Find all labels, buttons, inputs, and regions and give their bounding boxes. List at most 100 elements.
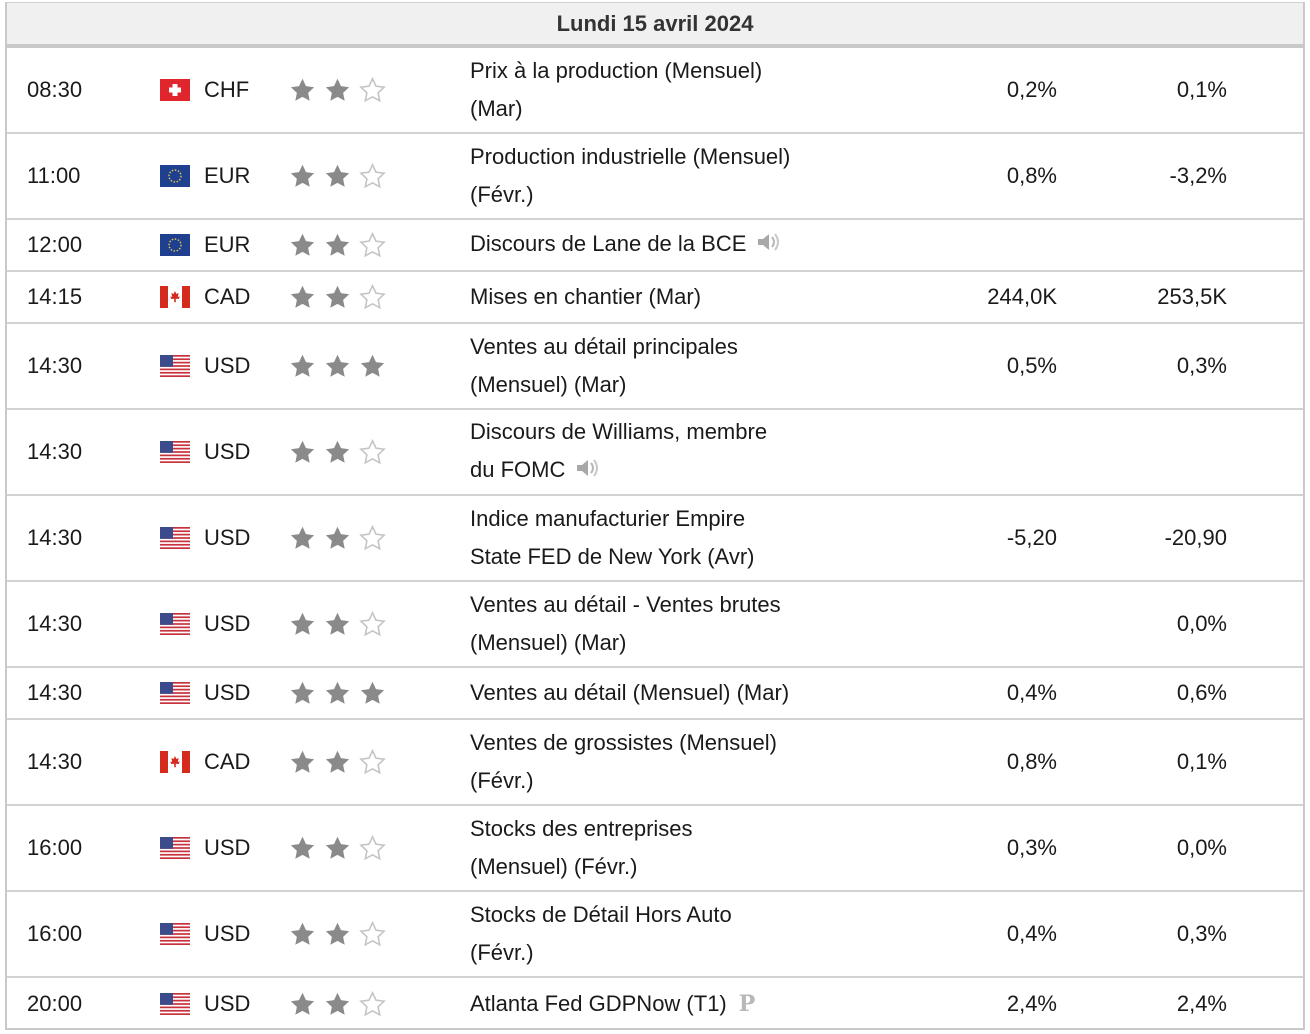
- star-filled-icon: [324, 353, 351, 379]
- previous-value: 0,3%: [1176, 353, 1227, 378]
- event-title[interactable]: Prix à la production (Mensuel) (Mar): [470, 48, 850, 132]
- event-title-line: (Mar): [470, 96, 523, 121]
- flag-us-icon: [160, 682, 190, 704]
- event-title-line: Ventes au détail - Ventes brutes: [470, 592, 781, 617]
- event-title-line: (Mensuel) (Févr.): [470, 854, 638, 879]
- event-title-line: Atlanta Fed GDPNow (T1): [470, 991, 727, 1016]
- star-empty-icon: [359, 284, 386, 310]
- event-title-line: Ventes au détail (Mensuel) (Mar): [470, 680, 790, 705]
- event-title-line: (Mensuel) (Mar): [470, 630, 627, 655]
- importance-stars: [289, 48, 394, 132]
- flag-us-icon: [160, 993, 190, 1015]
- event-title[interactable]: Ventes au détail (Mensuel) (Mar): [470, 668, 850, 718]
- event-row[interactable]: 16:00 USD Stocks de Détail Hors Auto (Févr.…: [7, 892, 1303, 978]
- event-title-line: Mises en chantier (Mar): [470, 284, 702, 309]
- event-row[interactable]: 14:15 CAD Mises en chantier (Mar) 244,0K 253…: [7, 272, 1303, 324]
- star-filled-icon: [324, 525, 351, 551]
- star-empty-icon: [359, 835, 386, 861]
- event-row[interactable]: 14:30 USD Indice manufacturier Empire State…: [7, 496, 1303, 582]
- event-row[interactable]: 14:30 CAD Ventes de grossistes (Mensuel) (F…: [7, 720, 1303, 806]
- star-filled-icon: [324, 439, 351, 465]
- flag-ca-icon: [160, 751, 190, 773]
- flag-eu-icon: [160, 165, 190, 187]
- event-time: 14:30: [27, 680, 83, 705]
- previous-value: 0,1%: [1176, 749, 1227, 774]
- star-filled-icon: [289, 749, 316, 775]
- day-header: Lundi 15 avril 2024: [7, 2, 1303, 48]
- importance-stars: [289, 496, 394, 580]
- previous-value: 0,0%: [1176, 611, 1227, 636]
- previous-value: 0,1%: [1176, 77, 1227, 102]
- star-filled-icon: [289, 232, 316, 258]
- importance-stars: [289, 720, 394, 804]
- event-row[interactable]: 12:00 EUR Discours de Lane de la BCE: [7, 220, 1303, 272]
- event-title-line: State FED de New York (Avr): [470, 544, 755, 569]
- flag-eu-icon: [160, 234, 190, 256]
- currency-code: CAD: [204, 749, 251, 774]
- star-empty-icon: [359, 525, 386, 551]
- event-title-line: Discours de Williams, membre: [470, 419, 768, 445]
- event-title[interactable]: Stocks de Détail Hors Auto (Févr.): [470, 892, 850, 976]
- event-title-line: (Mensuel) (Mar): [470, 372, 627, 397]
- star-empty-icon: [359, 232, 386, 258]
- star-filled-icon: [289, 439, 316, 465]
- event-time: 16:00: [27, 921, 83, 946]
- event-time: 14:30: [27, 525, 83, 550]
- event-title-line: Stocks des entreprises: [470, 816, 693, 841]
- flag-ch-icon: [160, 79, 190, 101]
- event-title[interactable]: Stocks des entreprises (Mensuel) (Févr.): [470, 806, 850, 890]
- event-time: 12:00: [27, 232, 83, 257]
- event-title-line: Prix à la production (Mensuel): [470, 58, 763, 83]
- star-filled-icon: [324, 284, 351, 310]
- event-row[interactable]: 08:30 CHF Prix à la production (Mensuel) (M…: [7, 48, 1303, 134]
- event-title-line: Production industrielle (Mensuel): [470, 144, 791, 169]
- star-empty-icon: [359, 991, 386, 1017]
- event-title-line: (Févr.): [470, 182, 534, 207]
- event-row[interactable]: 14:30 USD Ventes au détail principales (Men…: [7, 324, 1303, 410]
- event-title[interactable]: Discours de Lane de la BCE: [470, 220, 850, 270]
- event-row[interactable]: 14:30 USD Ventes au détail (Mensuel) (Mar)…: [7, 668, 1303, 720]
- event-title-line: (Févr.): [470, 940, 534, 965]
- event-row[interactable]: 11:00 EUR Production industrielle (Mensuel…: [7, 134, 1303, 220]
- importance-stars: [289, 324, 394, 408]
- previous-value: 0,0%: [1176, 835, 1227, 860]
- event-time: 14:15: [27, 284, 83, 309]
- event-time: 11:00: [27, 163, 81, 188]
- star-filled-icon: [324, 921, 351, 947]
- event-title[interactable]: Production industrielle (Mensuel) (Févr.): [470, 134, 850, 218]
- actual-value: 0,3%: [1006, 835, 1057, 860]
- star-filled-icon: [289, 353, 316, 379]
- event-row[interactable]: 16:00 USD Stocks des entreprises (Mensuel) …: [7, 806, 1303, 892]
- event-title[interactable]: Indice manufacturier Empire State FED de …: [470, 496, 850, 580]
- star-filled-icon: [289, 284, 316, 310]
- importance-stars: [289, 668, 394, 718]
- importance-stars: [289, 134, 394, 218]
- importance-stars: [289, 892, 394, 976]
- event-row[interactable]: 14:30 USD Ventes au détail - Ventes brutes…: [7, 582, 1303, 668]
- event-title[interactable]: Ventes au détail - Ventes brutes (Mensuel…: [470, 582, 850, 666]
- actual-value: 0,8%: [1006, 749, 1057, 774]
- event-row[interactable]: 20:00 USD Atlanta Fed GDPNow (T1) P 2,4% 2,4%: [7, 978, 1303, 1030]
- star-filled-icon: [324, 163, 351, 189]
- event-time: 14:30: [27, 749, 83, 774]
- star-filled-icon: [289, 611, 316, 637]
- star-filled-icon: [324, 611, 351, 637]
- event-title[interactable]: Atlanta Fed GDPNow (T1) P: [470, 978, 850, 1030]
- currency-code: EUR: [204, 163, 251, 188]
- star-filled-icon: [359, 353, 386, 379]
- star-filled-icon: [289, 525, 316, 551]
- event-title[interactable]: Discours de Williams, membre du FOMC: [470, 410, 850, 494]
- speaker-icon[interactable]: [756, 232, 782, 258]
- event-title[interactable]: Ventes de grossistes (Mensuel) (Févr.): [470, 720, 850, 804]
- speaker-icon[interactable]: [575, 458, 601, 484]
- currency-code: USD: [204, 611, 251, 636]
- star-filled-icon: [324, 835, 351, 861]
- event-title-line: Ventes au détail principales: [470, 334, 738, 359]
- currency-code: USD: [204, 353, 251, 378]
- event-row[interactable]: 14:30 USD Discours de Williams, membre du F…: [7, 410, 1303, 496]
- event-title[interactable]: Ventes au détail principales (Mensuel) (M…: [470, 324, 850, 408]
- event-title-line: Indice manufacturier Empire: [470, 506, 746, 531]
- previous-value: 253,5K: [1157, 284, 1227, 309]
- event-title[interactable]: Mises en chantier (Mar): [470, 272, 850, 322]
- importance-stars: [289, 410, 394, 494]
